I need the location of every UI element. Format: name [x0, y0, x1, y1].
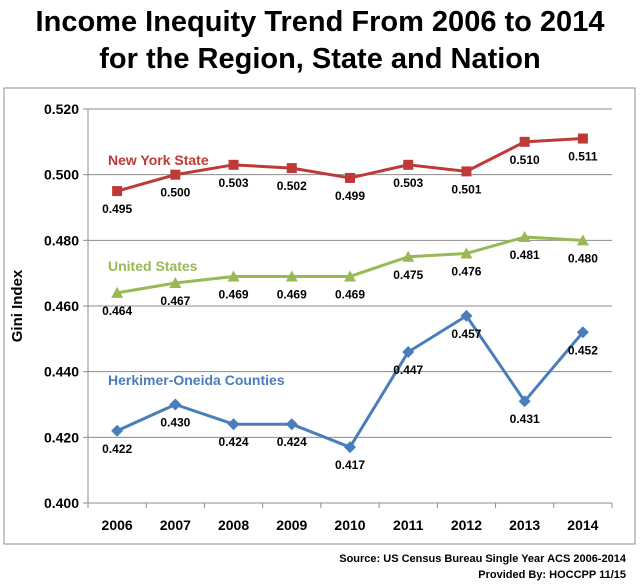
data-label: 0.503: [393, 176, 423, 190]
x-tick-label: 2013: [509, 517, 540, 533]
data-label: 0.500: [160, 186, 190, 200]
chart-title-line-1: Income Inequity Trend From 2006 to 2014: [35, 6, 605, 38]
data-point-marker: [285, 270, 298, 282]
data-point-marker: [402, 250, 415, 262]
data-label: 0.481: [510, 248, 540, 262]
data-point-marker: [227, 418, 240, 431]
x-tick-label: 2011: [393, 517, 424, 533]
provided-by-line: Provided By: HOCCPP 11/15: [478, 569, 626, 581]
data-label: 0.422: [102, 442, 132, 456]
series-label-1: United States: [108, 258, 198, 274]
data-point-marker: [345, 172, 355, 183]
data-point-marker: [519, 136, 530, 147]
x-tick-label: 2009: [276, 517, 307, 533]
data-point-marker: [460, 247, 473, 259]
series-label-2: Herkimer-Oneida Counties: [108, 372, 285, 388]
data-label: 0.501: [451, 182, 481, 196]
data-point-marker: [518, 395, 531, 408]
data-label: 0.469: [335, 287, 365, 301]
source-note: Source: US Census Bureau Single Year ACS…: [339, 551, 626, 583]
data-point-marker: [169, 398, 182, 411]
data-point-marker: [228, 159, 239, 170]
x-tick-label: 2014: [567, 517, 598, 533]
data-point-marker: [111, 424, 124, 437]
data-point-marker: [169, 277, 182, 289]
data-label: 0.475: [393, 268, 423, 282]
data-point-marker: [577, 133, 588, 144]
data-point-marker: [344, 441, 356, 454]
data-point-marker: [402, 345, 415, 358]
chart-title-line-2: for the Region, State and Nation: [99, 43, 541, 75]
y-axis-title: Gini Index: [9, 269, 26, 342]
chart-title: Income Inequity Trend From 2006 to 2014 …: [0, 4, 640, 78]
data-point-marker: [286, 163, 297, 174]
data-label: 0.502: [277, 179, 307, 193]
data-label: 0.424: [277, 435, 307, 449]
data-label: 0.464: [102, 304, 132, 318]
data-point-marker: [460, 309, 473, 322]
data-label: 0.430: [160, 416, 190, 430]
x-tick-label: 2006: [102, 517, 133, 533]
series-label-0: New York State: [108, 152, 209, 168]
data-point-marker: [285, 418, 298, 431]
data-point-marker: [576, 234, 589, 246]
data-label: 0.511: [568, 150, 598, 164]
data-label: 0.469: [277, 287, 307, 301]
y-tick-label: 0.440: [44, 364, 79, 380]
y-tick-label: 0.520: [44, 101, 79, 117]
data-label: 0.457: [451, 327, 481, 341]
x-tick-label: 2008: [218, 517, 249, 533]
data-label: 0.476: [451, 264, 481, 278]
x-tick-label: 2007: [160, 517, 191, 533]
data-point-marker: [227, 270, 240, 282]
data-label: 0.447: [393, 363, 423, 377]
source-line: Source: US Census Bureau Single Year ACS…: [339, 553, 626, 565]
data-point-marker: [344, 270, 356, 282]
chart-area-border: [3, 87, 636, 545]
data-label: 0.480: [568, 251, 598, 265]
data-label: 0.431: [510, 412, 540, 426]
data-label: 0.417: [335, 458, 365, 472]
data-label: 0.499: [335, 189, 365, 203]
y-tick-label: 0.400: [44, 495, 79, 511]
data-label: 0.495: [102, 202, 132, 216]
y-tick-label: 0.460: [44, 298, 79, 314]
data-point-marker: [170, 169, 181, 180]
data-point-marker: [461, 166, 472, 177]
data-point-marker: [518, 231, 531, 243]
x-tick-label: 2012: [451, 517, 482, 533]
data-label: 0.469: [219, 287, 249, 301]
y-tick-label: 0.480: [44, 232, 79, 248]
data-point-marker: [576, 326, 589, 339]
data-point-marker: [403, 159, 414, 170]
data-label: 0.503: [219, 176, 249, 190]
data-label: 0.510: [510, 153, 540, 167]
data-label: 0.452: [568, 343, 598, 357]
y-tick-label: 0.500: [44, 167, 79, 183]
data-point-marker: [112, 186, 123, 197]
x-tick-label: 2010: [334, 517, 365, 533]
data-label: 0.467: [160, 294, 190, 308]
data-label: 0.424: [219, 435, 249, 449]
y-tick-label: 0.420: [44, 429, 79, 445]
data-point-marker: [111, 286, 124, 298]
